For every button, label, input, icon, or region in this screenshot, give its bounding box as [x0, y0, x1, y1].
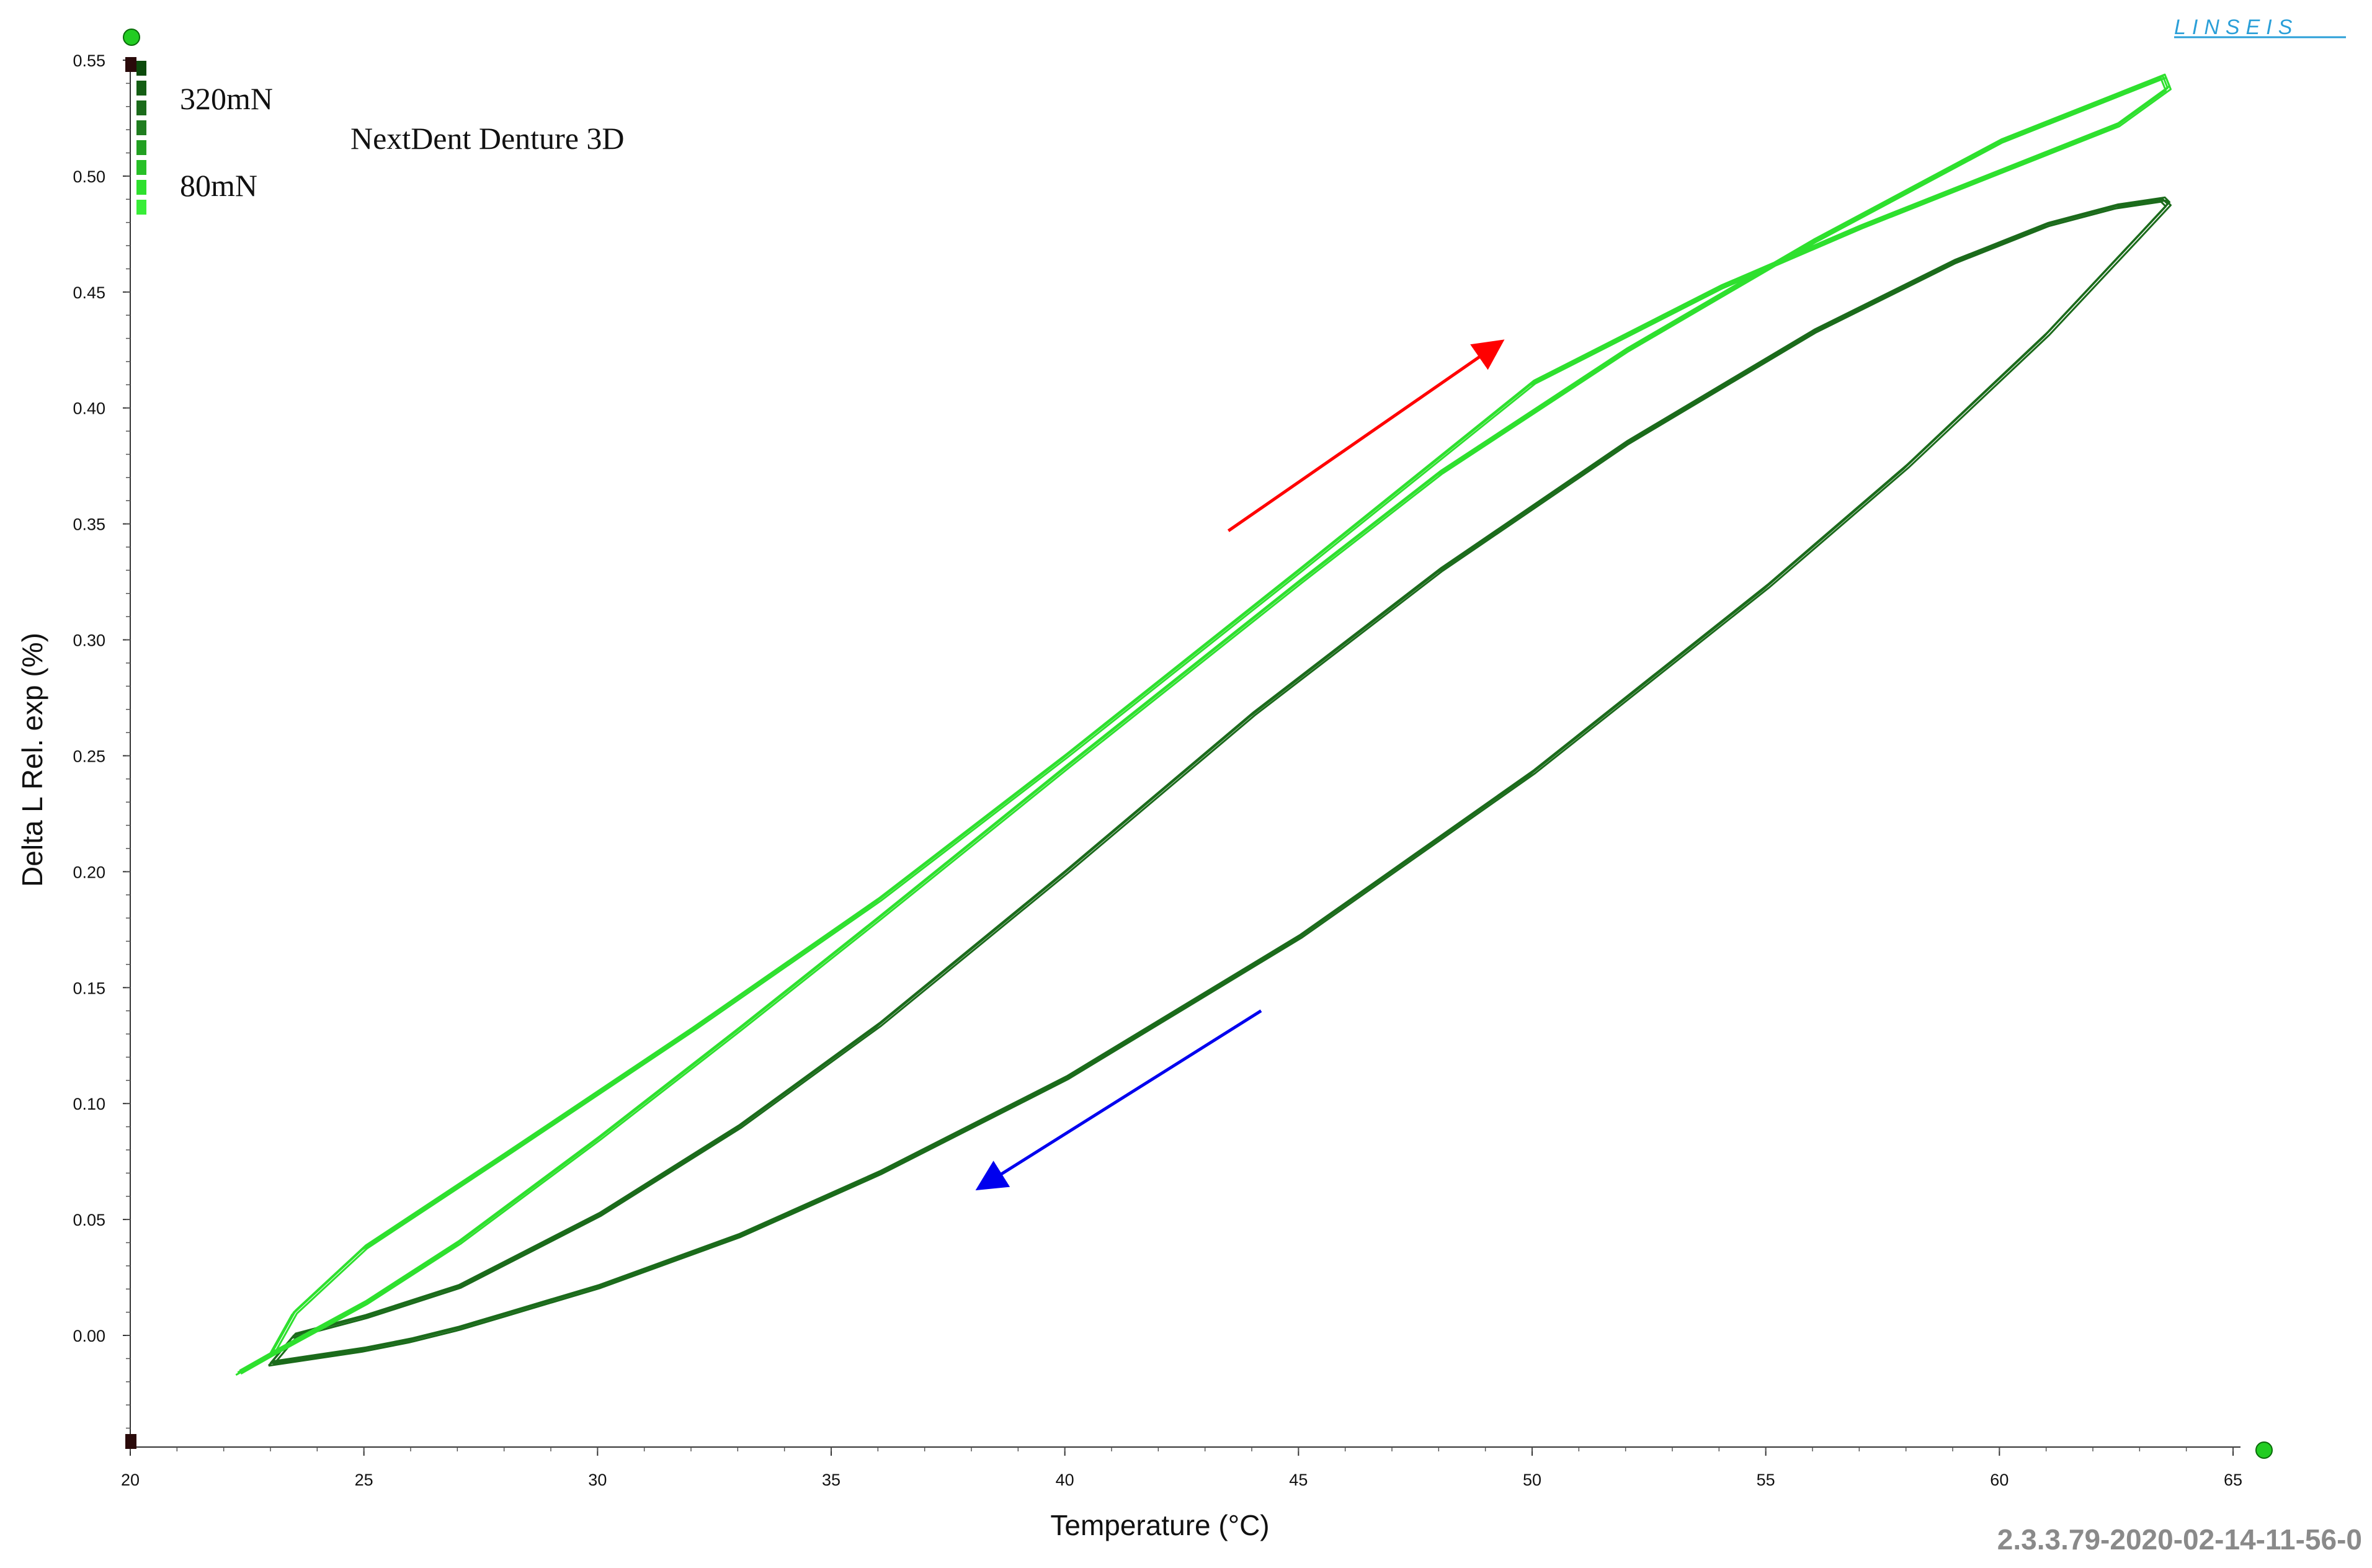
x-tick-label-7: 55: [1757, 1471, 1775, 1489]
y-tick-label-6: 0.30: [73, 631, 105, 650]
y-tick-label-9: 0.45: [73, 283, 105, 302]
x-tick-label-6: 50: [1523, 1471, 1541, 1489]
legend-swatches: [136, 61, 146, 215]
y-axis-ticks: 0.00 0.05 0.10 0.15 0.20 0.25 0.30 0.35 0.40 0.45…: [73, 51, 130, 1345]
series-320mN-line-0: [269, 198, 2169, 1365]
legend: 320mN 80mN: [136, 61, 273, 215]
x-tick-label-8: 60: [1990, 1471, 2009, 1489]
y-tick-label-3: 0.15: [73, 979, 105, 997]
legend-swatch-4: [136, 140, 146, 155]
series-80mN-line-0: [237, 75, 2169, 1374]
y-tick-label-0: 0.00: [73, 1327, 105, 1345]
x-tick-label-9: 65: [2224, 1471, 2242, 1489]
y-tick-label-11: 0.55: [73, 51, 105, 70]
x-axis-origin-marker[interactable]: [125, 1434, 136, 1449]
minor-ticks: [126, 60, 2234, 1451]
x-tick-label-0: 20: [121, 1471, 140, 1489]
version-label: 2.3.3.79-2020-02-14-11-56-0: [1997, 1523, 2362, 1556]
x-tick-label-3: 35: [822, 1471, 840, 1489]
legend-swatch-0: [136, 61, 146, 76]
legend-swatch-5: [136, 160, 146, 175]
series-80mN-line-1: [239, 73, 2170, 1372]
y-axis-title: Delta L Rel. exp (%): [16, 633, 48, 887]
y-axis-top-marker[interactable]: [125, 57, 136, 72]
y-tick-label-2: 0.10: [73, 1095, 105, 1113]
x-tick-label-1: 25: [355, 1471, 373, 1489]
linseis-logo-text: LINSEIS: [2174, 16, 2298, 39]
legend-label-320mN: 320mN: [180, 81, 273, 116]
heating-arrow: [1227, 339, 1505, 532]
legend-swatch-1: [136, 81, 146, 96]
y-tick-label-10: 0.50: [73, 167, 105, 186]
legend-swatch-2: [136, 100, 146, 115]
legend-swatch-3: [136, 120, 146, 135]
y-tick-label-7: 0.35: [73, 515, 105, 534]
series-320mN-line-2: [267, 200, 2167, 1367]
x-tick-label-2: 30: [588, 1471, 607, 1489]
series-80mN-line-2: [235, 78, 2167, 1376]
x-axis-end-marker[interactable]: [2255, 1441, 2273, 1459]
x-tick-label-5: 45: [1289, 1471, 1308, 1489]
x-axis-ticks: 20 25 30 35 40 45 50 55 60 65: [121, 1447, 2242, 1489]
legend-swatch-6: [136, 180, 146, 195]
x-axis-title: Temperature (°C): [1050, 1509, 1269, 1541]
y-tick-label-5: 0.25: [73, 747, 105, 765]
series-group: [235, 73, 2172, 1376]
chart-title: NextDent Denture 3D: [350, 121, 625, 156]
x-tick-label-4: 40: [1056, 1471, 1074, 1489]
series-80mN-line-3: [240, 76, 2172, 1375]
series-320mN-line-1: [271, 196, 2170, 1363]
arrow-group: [975, 339, 1505, 1191]
legend-swatch-7: [136, 200, 146, 215]
cooling-arrow: [975, 1009, 1262, 1191]
legend-label-80mN: 80mN: [180, 168, 257, 203]
y-tick-label-1: 0.05: [73, 1211, 105, 1229]
series-320mN-line-3: [272, 199, 2172, 1366]
y-tick-label-8: 0.40: [73, 399, 105, 418]
y-tick-label-4: 0.20: [73, 863, 105, 881]
linseis-logo: LINSEIS: [2174, 16, 2346, 39]
y-axis-end-marker[interactable]: [123, 29, 140, 46]
